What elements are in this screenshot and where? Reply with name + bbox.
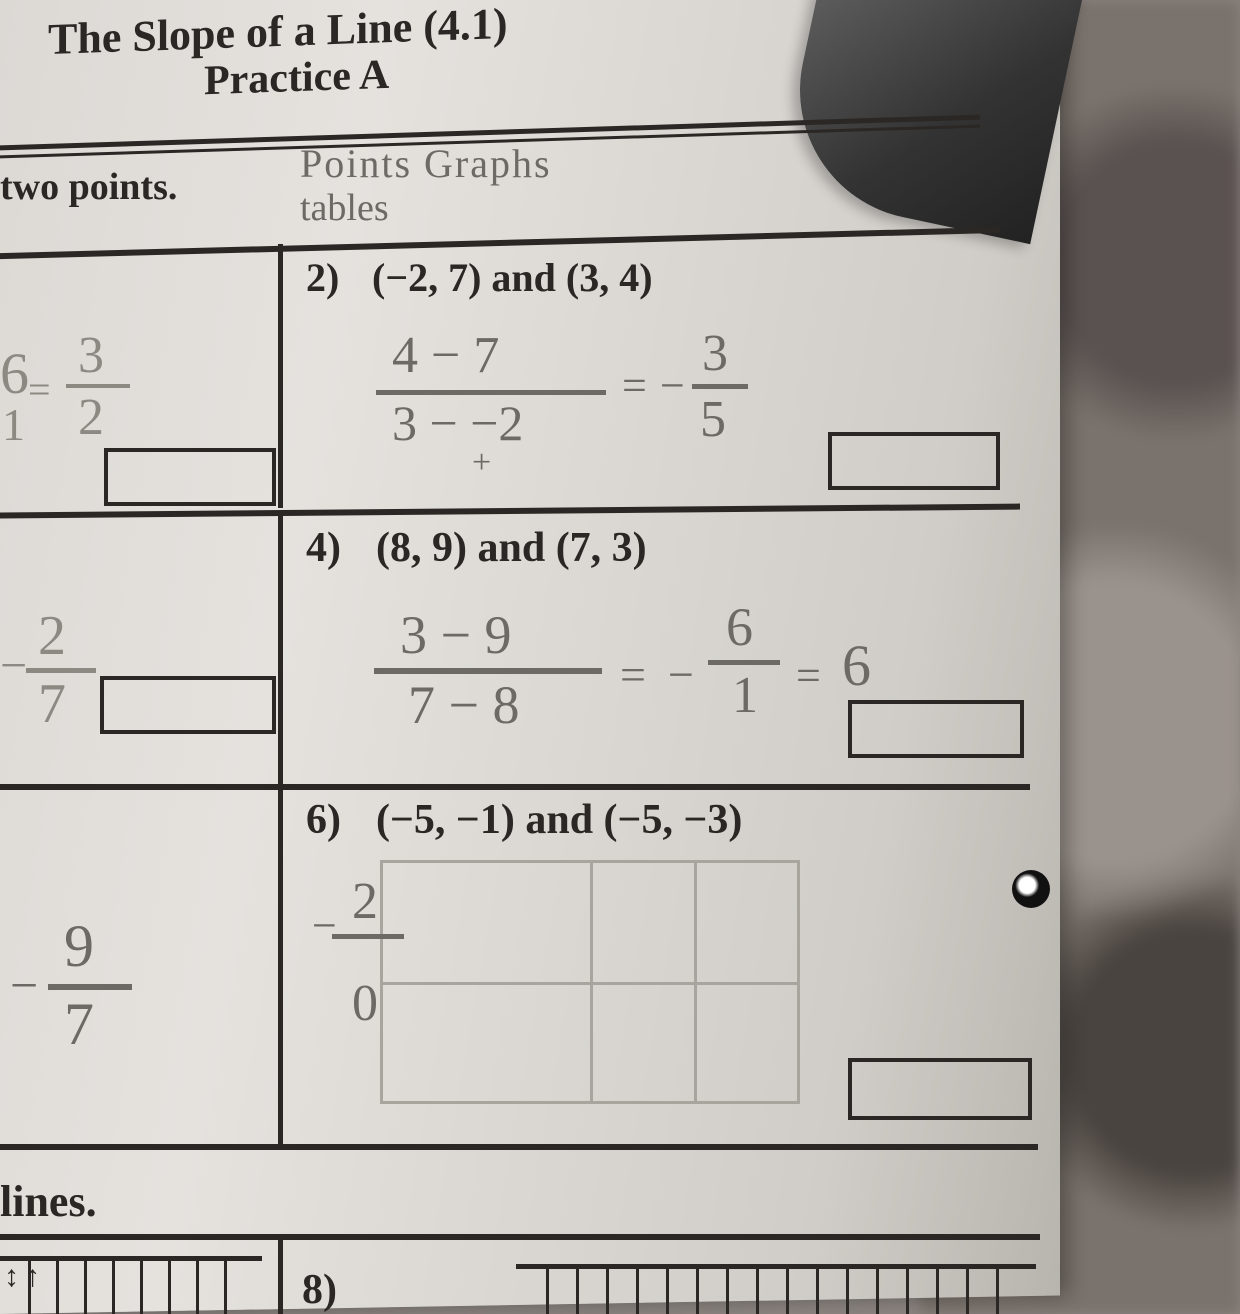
p5-sign: − bbox=[10, 956, 38, 1014]
p2-eq: = bbox=[622, 360, 647, 411]
pencil-grid bbox=[380, 860, 800, 1104]
col-divider-row4 bbox=[278, 1238, 283, 1314]
p4-work-num: 3 − 9 bbox=[400, 604, 511, 666]
col-divider-row1 bbox=[278, 244, 283, 508]
p2-res-num: 3 bbox=[702, 324, 728, 383]
p4-mid-fracbar bbox=[708, 660, 780, 665]
worksheet-subtitle: Practice A bbox=[204, 51, 389, 105]
p5-num: 9 bbox=[64, 912, 94, 981]
p4-mid-den: 1 bbox=[732, 666, 758, 725]
p2-text: (−2, 7) and (3, 4) bbox=[372, 254, 653, 301]
p2-res-den: 5 bbox=[700, 390, 726, 449]
p2-res-fracbar bbox=[692, 384, 748, 389]
p6-fracbar bbox=[332, 934, 404, 939]
p4-mid-sign: − bbox=[668, 648, 694, 701]
p4-mid-num: 6 bbox=[726, 596, 753, 658]
p4-result: 6 bbox=[842, 632, 871, 699]
p1-num: 3 bbox=[78, 326, 104, 385]
p2-work-num: 4 − 7 bbox=[392, 326, 499, 385]
p3-num: 2 bbox=[38, 604, 66, 668]
p6-number: 6) bbox=[306, 796, 341, 844]
col-divider-row2 bbox=[278, 512, 283, 784]
p4-eq1: = bbox=[620, 648, 646, 701]
answer-box-p4 bbox=[848, 700, 1024, 758]
p6-text: (−5, −1) and (−5, −3) bbox=[376, 796, 742, 844]
bottom-left-arrows: ↕↑ bbox=[4, 1260, 46, 1294]
answer-box-p6 bbox=[848, 1058, 1032, 1120]
hole-punch bbox=[1012, 870, 1050, 908]
p2-number: 2) bbox=[306, 254, 339, 301]
hand-note-tables: tables bbox=[300, 186, 389, 230]
p8-number: 8) bbox=[302, 1266, 337, 1314]
p1-den2: 1 bbox=[2, 398, 25, 451]
p1-den: 2 bbox=[78, 388, 104, 447]
p2-sign: − bbox=[660, 360, 685, 411]
p6-sign: − bbox=[312, 900, 337, 951]
row3-bottom bbox=[0, 1144, 1038, 1150]
col-divider-row3 bbox=[278, 788, 283, 1144]
p3-sign: − bbox=[0, 638, 27, 693]
p1-eq: = bbox=[28, 366, 51, 413]
p4-number: 4) bbox=[306, 524, 341, 572]
p6-den: 0 bbox=[352, 974, 378, 1033]
p2-work-den: 3 − −2 bbox=[392, 394, 523, 452]
answer-box-p2 bbox=[828, 432, 1000, 490]
footer-label: lines. bbox=[0, 1176, 97, 1227]
p4-text: (8, 9) and (7, 3) bbox=[376, 524, 647, 572]
p5-den: 7 bbox=[64, 990, 94, 1059]
p1-whole: 6 bbox=[0, 340, 29, 407]
row2-bottom bbox=[0, 784, 1030, 790]
p4-eq2: = bbox=[796, 650, 821, 701]
answer-box-p1 bbox=[104, 448, 276, 506]
p2-work-den-note: + bbox=[472, 444, 491, 482]
p3-den: 7 bbox=[38, 672, 66, 736]
footer-rule bbox=[0, 1234, 1040, 1240]
answer-box-p3 bbox=[100, 676, 276, 734]
section-label: two points. bbox=[0, 165, 177, 209]
hand-note-points-graphs: Points Graphs bbox=[300, 140, 552, 187]
p6-num: 2 bbox=[352, 872, 378, 931]
bottom-right-grid bbox=[516, 1264, 1036, 1314]
p4-work-den: 7 − 8 bbox=[408, 674, 519, 736]
